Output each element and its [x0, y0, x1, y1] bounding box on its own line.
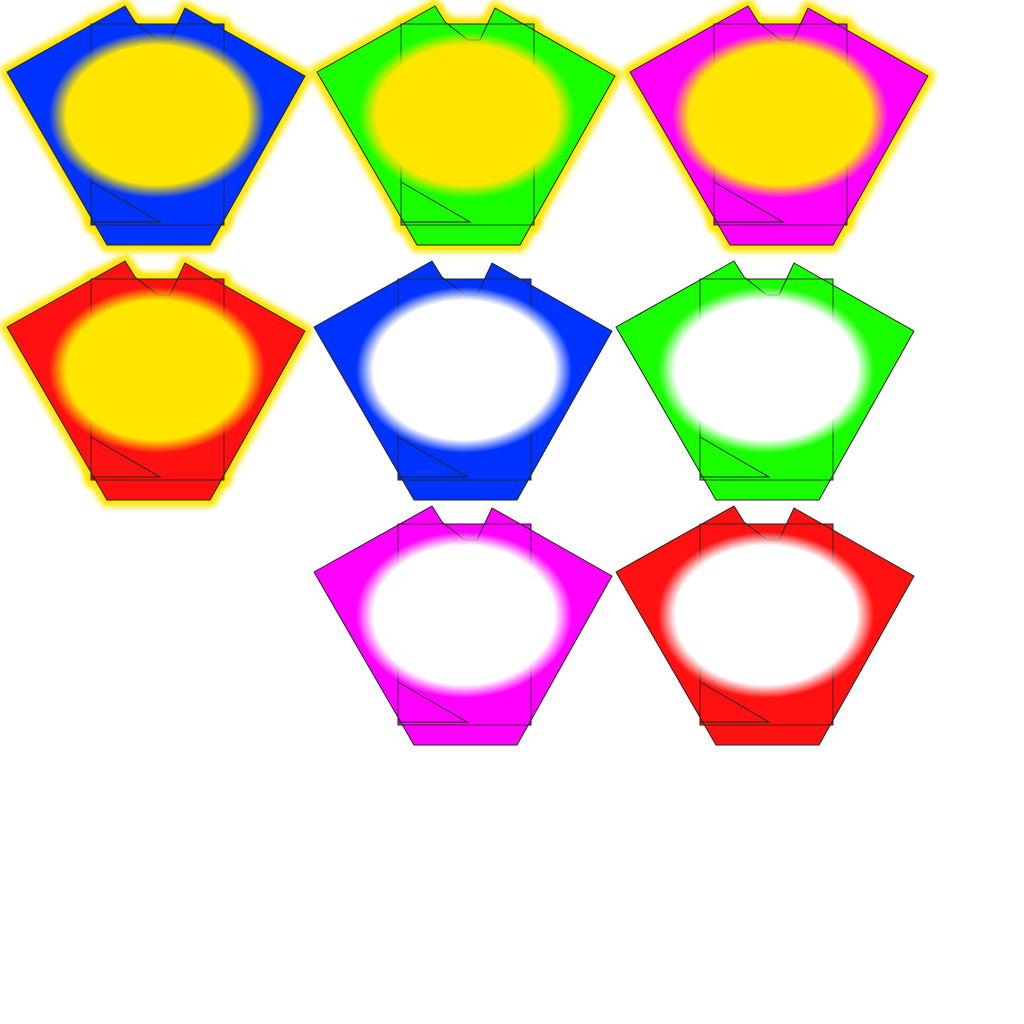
piece-center-oval: [356, 532, 572, 698]
blue-piece: [313, 260, 613, 501]
piece-center-oval: [658, 287, 874, 453]
blue-piece-selected: [0, 0, 312, 252]
piece-fold-line: [713, 181, 785, 223]
piece-fold-line: [400, 181, 472, 223]
green-piece-selected: [310, 0, 622, 252]
piece-center-oval: [672, 32, 888, 198]
piece-fold-line: [397, 436, 469, 478]
magenta-piece: [313, 505, 613, 746]
red-piece-selected: [0, 254, 312, 507]
piece-fold-line: [90, 436, 162, 478]
piece-center-oval: [49, 32, 265, 198]
green-piece: [615, 260, 915, 501]
piece-fold-line: [90, 181, 162, 223]
piece-fold-line: [699, 681, 771, 723]
magenta-piece-selected: [623, 0, 935, 252]
piece-center-oval: [356, 287, 572, 453]
piece-fold-line: [699, 436, 771, 478]
red-piece: [615, 505, 915, 746]
piece-fold-line: [397, 681, 469, 723]
piece-center-oval: [359, 32, 575, 198]
piece-center-oval: [49, 287, 265, 453]
piece-center-oval: [658, 532, 874, 698]
